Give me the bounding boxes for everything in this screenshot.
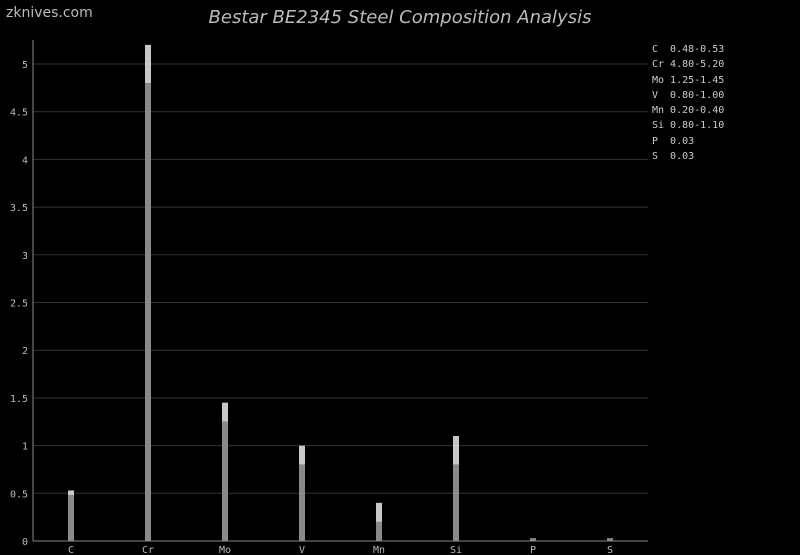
x-tick-label: Mo	[219, 545, 231, 555]
legend-item: P 0.03	[652, 135, 695, 147]
x-tick-label: S	[607, 545, 613, 555]
y-tick-label: 4	[22, 155, 28, 166]
y-tick-label: 2.5	[10, 299, 28, 310]
site-watermark: zknives.com	[6, 5, 93, 21]
x-tick-label: V	[299, 545, 305, 555]
y-tick-label: 5	[22, 60, 28, 71]
bar-min-Cr	[145, 83, 151, 541]
legend: C 0.48-0.53 Cr 4.80-5.20 Mo 1.25-1.45 V 0.8…	[652, 42, 724, 164]
bar-min-V	[299, 464, 305, 541]
legend-item: C 0.48-0.53	[652, 44, 725, 55]
y-tick-label: 3	[22, 251, 28, 262]
y-tick-label: 1.5	[10, 394, 28, 405]
x-tick-label: Si	[450, 545, 462, 555]
legend-item: S 0.03	[652, 151, 695, 163]
x-tick-label: C	[68, 545, 74, 555]
y-tick-label: 2	[22, 346, 28, 357]
legend-item: Cr 4.80-5.20	[652, 59, 725, 71]
bar-range-V	[299, 445, 305, 465]
legend-item: V 0.80-1.00	[652, 89, 725, 101]
legend-item: Mo 1.25-1.45	[652, 74, 725, 86]
bar-range-C	[68, 490, 74, 496]
bar-range-Mn	[376, 502, 382, 522]
legend-item: Mn 0.20-0.40	[652, 105, 725, 117]
bar-min-Mn	[376, 521, 382, 541]
bar-range-Cr	[145, 44, 151, 84]
bar-range-Mo	[222, 402, 228, 422]
bar-min-C	[68, 495, 74, 541]
bar-range-Si	[453, 436, 459, 465]
legend-item: Si 0.80-1.10	[652, 120, 725, 132]
y-tick-label: 1	[22, 442, 28, 453]
y-tick-label: 4.5	[10, 108, 28, 119]
chart-title: Bestar BE2345 Steel Composition Analysis	[208, 7, 592, 28]
bar-min-P	[530, 538, 536, 541]
bar-min-Mo	[222, 421, 228, 541]
bar-min-Si	[453, 464, 459, 541]
bar-min-S	[607, 538, 613, 541]
x-tick-label: P	[530, 545, 536, 555]
y-tick-label: 0.5	[10, 489, 28, 500]
x-tick-label: Mn	[373, 545, 385, 555]
x-tick-label: Cr	[142, 545, 154, 555]
y-tick-label: 3.5	[10, 203, 28, 214]
y-tick-label: 0	[22, 537, 28, 548]
